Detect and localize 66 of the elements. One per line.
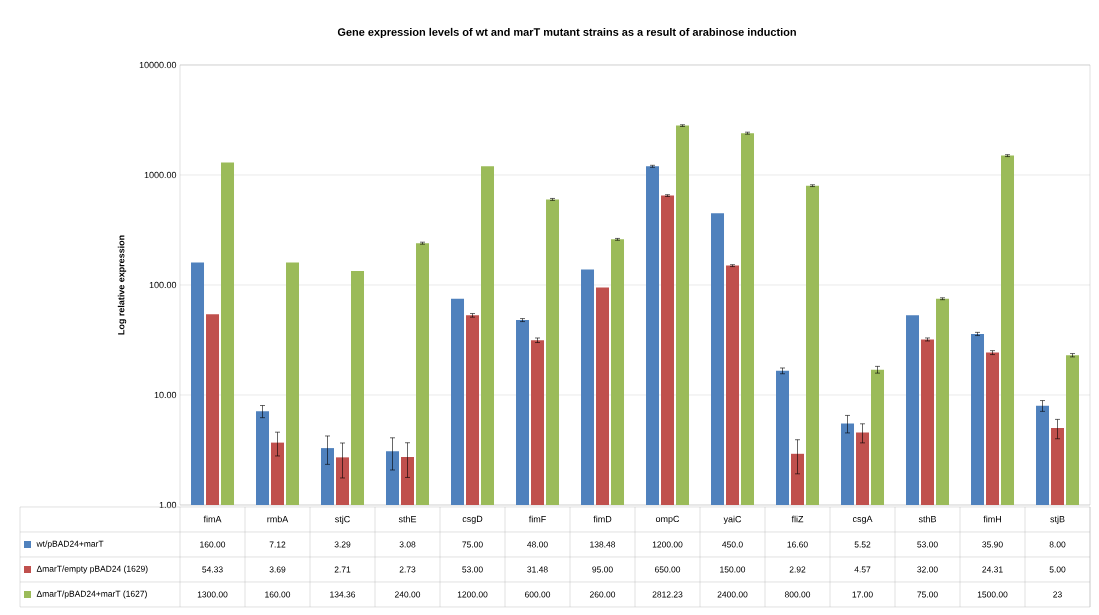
data-label: 75.00 xyxy=(462,541,483,548)
data-label: 2.73 xyxy=(399,566,416,573)
data-label: 95.00 xyxy=(592,566,613,573)
data-label: 5.52 xyxy=(854,541,871,548)
legend-label: wt/pBAD24+marT xyxy=(36,540,104,549)
data-label: 138.48 xyxy=(590,541,616,548)
data-label: 53.00 xyxy=(462,566,483,573)
y-tick-label: 1000.00 xyxy=(144,171,177,179)
data-label: 75.00 xyxy=(917,591,938,598)
data-label: 23 xyxy=(1053,591,1062,598)
data-label: 17.00 xyxy=(852,591,873,598)
x-tick-label: fliZ xyxy=(791,515,804,523)
x-tick-label: fimF xyxy=(528,515,546,523)
legend-label: ΔmarT/empty pBAD24 (1629) xyxy=(36,565,148,574)
data-label: 5.00 xyxy=(1049,566,1066,573)
data-label: 31.48 xyxy=(527,566,548,573)
x-tick-label: ompC xyxy=(655,515,680,524)
x-tick-label: sthB xyxy=(918,515,937,523)
x-tick-label: fimA xyxy=(203,515,222,523)
data-label: 160.00 xyxy=(265,591,291,598)
data-label: 54.33 xyxy=(202,566,223,573)
data-label: 134.36 xyxy=(330,591,356,598)
x-tick-label: csgD xyxy=(462,515,483,524)
data-label: 1300.00 xyxy=(197,591,228,598)
x-tick-label: yaiC xyxy=(723,515,742,525)
data-label: 32.00 xyxy=(917,566,938,573)
data-label: 3.08 xyxy=(399,541,416,548)
data-label: 4.57 xyxy=(854,566,871,573)
chart-title: Gene expression levels of wt and marT mutant strains as a result of arabinose induction xyxy=(337,27,796,39)
x-tick-label: fimD xyxy=(593,515,612,523)
y-tick-label: 1.00 xyxy=(159,501,177,509)
data-label: 16.60 xyxy=(787,541,808,548)
data-label: 1200.00 xyxy=(652,541,683,548)
x-tick-label: stjB xyxy=(1050,515,1065,525)
y-tick-label: 10.00 xyxy=(154,391,177,399)
data-label: 450.0 xyxy=(722,541,743,548)
data-label: 2.92 xyxy=(789,566,806,573)
data-label: 650.00 xyxy=(654,566,681,573)
data-label: 150.00 xyxy=(720,566,746,573)
data-label: 24.31 xyxy=(982,566,1003,573)
data-label: 2812.23 xyxy=(652,591,683,598)
data-label: 3.29 xyxy=(334,541,351,548)
data-label: 35.90 xyxy=(982,541,1003,548)
legend-label: ΔmarT/pBAD24+marT (1627) xyxy=(36,590,147,599)
data-label: 8.00 xyxy=(1049,541,1066,548)
data-label: 240.00 xyxy=(394,591,421,598)
data-label: 600.00 xyxy=(524,591,551,598)
y-tick-label: 10000.00 xyxy=(139,61,177,69)
y-axis-title: Log relative expression xyxy=(117,235,127,335)
x-tick-label: rmbA xyxy=(267,515,289,523)
y-tick-label: 100.00 xyxy=(149,281,177,289)
data-label: 48.00 xyxy=(527,541,548,548)
x-tick-label: stjC xyxy=(335,515,350,525)
data-label: 1500.00 xyxy=(977,591,1008,598)
data-label: 800.00 xyxy=(784,591,811,598)
data-label: 2400.00 xyxy=(717,591,748,598)
x-tick-label: fimH xyxy=(983,515,1001,523)
data-label: 260.00 xyxy=(589,591,616,598)
x-tick-label: sthE xyxy=(398,515,417,523)
data-label: 3.69 xyxy=(269,566,286,573)
data-label: 160.00 xyxy=(200,541,226,548)
x-tick-label: csgA xyxy=(852,515,873,524)
data-label: 1200.00 xyxy=(457,591,488,598)
data-label: 7.12 xyxy=(269,541,286,548)
data-label: 53.00 xyxy=(917,541,938,548)
data-label: 2.71 xyxy=(334,566,351,573)
